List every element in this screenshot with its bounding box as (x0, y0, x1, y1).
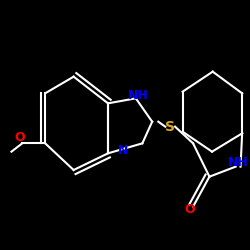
Text: NH: NH (228, 156, 248, 170)
Text: S: S (165, 120, 175, 134)
Text: O: O (14, 130, 25, 143)
Text: NH: NH (128, 89, 149, 102)
Text: O: O (184, 203, 195, 216)
Text: N: N (118, 144, 128, 157)
